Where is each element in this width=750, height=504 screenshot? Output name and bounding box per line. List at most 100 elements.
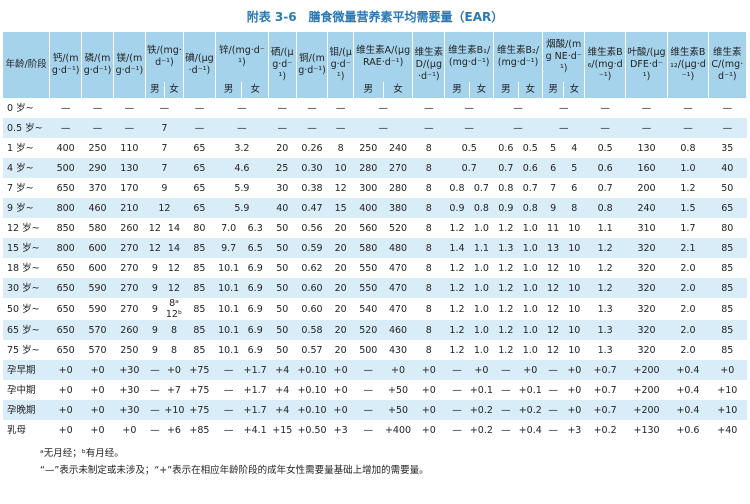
table-cell: +0 <box>523 364 538 376</box>
table-cell: 1.0 <box>473 324 489 336</box>
column-subheader: 女 <box>383 82 414 98</box>
table-row: 0.5 岁~ — — — 7 — — — — — — — — — — — — — — <box>3 118 747 138</box>
table-cell: 8 <box>425 282 432 294</box>
table-cell: 35 <box>721 142 734 154</box>
table-cell: +0 <box>58 364 73 376</box>
table-cell: 10.1 <box>218 303 240 315</box>
table-cell: +0 <box>90 384 105 396</box>
table-cell: 6.9 <box>247 344 263 356</box>
table-cell: 260 <box>120 324 139 336</box>
table-cell: 400 <box>359 202 378 214</box>
table-cell: +50 <box>387 404 409 416</box>
column-header: 锌/(mg·d⁻¹) <box>215 32 269 82</box>
table-cell: 550 <box>359 282 378 294</box>
table-cell: 580 <box>359 242 378 254</box>
table-cell: +75 <box>189 404 210 416</box>
table-cell: — <box>277 102 288 114</box>
table-cell: 8 <box>425 242 432 254</box>
table-cell: 12 <box>547 262 560 274</box>
table-cell: — <box>124 122 135 134</box>
table-cell: +3 <box>333 424 348 436</box>
table-cell: 2.0 <box>680 282 696 294</box>
table-cell: +0.4 <box>518 424 542 436</box>
table-cell: 8 <box>425 344 432 356</box>
table-cell: 11 <box>547 222 560 234</box>
column-header: 维生素D/(μg·d⁻¹) <box>412 32 446 98</box>
table-cell: 0.47 <box>301 202 323 214</box>
table-cell: 20 <box>334 303 347 315</box>
table-cell: 570 <box>88 324 107 336</box>
table-cell: 650 <box>56 262 75 274</box>
table-cell: 10 <box>568 242 581 254</box>
table-cell: 12 <box>547 324 560 336</box>
table-cell: 170 <box>120 182 139 194</box>
table-cell: 110 <box>120 142 139 154</box>
table-cell: — <box>452 384 462 396</box>
table-cell: +7 <box>166 384 181 396</box>
table-cell: 0.7 <box>597 182 613 194</box>
table-cell: 5.9 <box>234 202 250 214</box>
table-cell: 1.0 <box>473 262 489 274</box>
table-cell: 0.62 <box>301 262 323 274</box>
table-cell: 8 <box>425 182 432 194</box>
column-header: 维生素B₆/(mg·d⁻¹) <box>584 32 626 98</box>
table-cell: 5 <box>571 162 578 174</box>
table-cell: 0.60 <box>301 303 323 315</box>
table-cell: 0.8 <box>680 142 696 154</box>
table-cell: 20 <box>276 142 289 154</box>
table-cell: 50 <box>276 303 289 315</box>
table-cell: +50 <box>387 384 409 396</box>
table-cell: +40 <box>717 424 738 436</box>
table-cell: 560 <box>359 222 378 234</box>
table-cell: — <box>513 102 523 114</box>
table-cell: — <box>548 424 558 436</box>
table-cell: +10 <box>717 404 738 416</box>
table-cell: 9 <box>151 324 158 336</box>
table-cell: 650 <box>56 282 75 294</box>
table-cell: 590 <box>88 303 107 315</box>
table-cell: — <box>150 424 160 436</box>
table-cell: 13 <box>547 242 560 254</box>
table-cell: +10 <box>164 404 185 416</box>
table-cell: 550 <box>359 262 378 274</box>
table-cell: 8 <box>170 324 177 336</box>
column-header: 维生素B₁₂/(μg·d⁻¹) <box>667 32 709 98</box>
table-cell: 9 <box>151 262 158 274</box>
table-cell: 320 <box>637 324 656 336</box>
column-header: 镁/(mg·d⁻¹) <box>113 32 146 98</box>
table-cell: 8 <box>425 222 432 234</box>
column-header: 年龄/阶段 <box>3 32 51 98</box>
table-cell: 1.2 <box>597 282 613 294</box>
table-cell: +0.2 <box>518 404 542 416</box>
column-header: 钙/(mg·d⁻¹) <box>49 32 83 98</box>
table-row: 7 岁~ 650 370 170 9 65 5.9 30 0.38 12 300 280 8 0.8 0.7… <box>3 178 747 198</box>
table-cell: 0.5 <box>522 142 538 154</box>
table-cell: +0.7 <box>593 384 617 396</box>
table-cell: 1.5 <box>680 202 696 214</box>
table-cell: +4 <box>275 404 290 416</box>
table-cell: 9 <box>550 202 557 214</box>
table-cell: +30 <box>119 404 140 416</box>
table-cell: 1.2 <box>498 303 514 315</box>
table-cell: 250 <box>88 142 107 154</box>
table-cell: 270 <box>120 303 139 315</box>
table-cell: 30 <box>276 182 289 194</box>
table-cell: 460 <box>88 202 107 214</box>
table-cell: 7.0 <box>221 222 237 234</box>
table-cell: 6 <box>571 182 578 194</box>
row-label: 7 岁~ <box>7 182 34 194</box>
table-cell: +0 <box>391 364 406 376</box>
table-cell: 260 <box>120 222 139 234</box>
table-cell: 85 <box>721 303 734 315</box>
table-cell: 65 <box>721 202 734 214</box>
table-cell: +0.4 <box>676 364 700 376</box>
table-cell: 80 <box>193 222 206 234</box>
table-cell: 270 <box>120 282 139 294</box>
table-cell: 1.0 <box>522 303 538 315</box>
table-cell: 8ᵃ 12ᵇ <box>165 298 183 320</box>
table-cell: — <box>558 102 569 114</box>
table-cell: 430 <box>388 344 408 356</box>
table-cell: +4.1 <box>243 424 267 436</box>
table-cell: 12 <box>547 303 560 315</box>
table-cell: 290 <box>88 162 107 174</box>
